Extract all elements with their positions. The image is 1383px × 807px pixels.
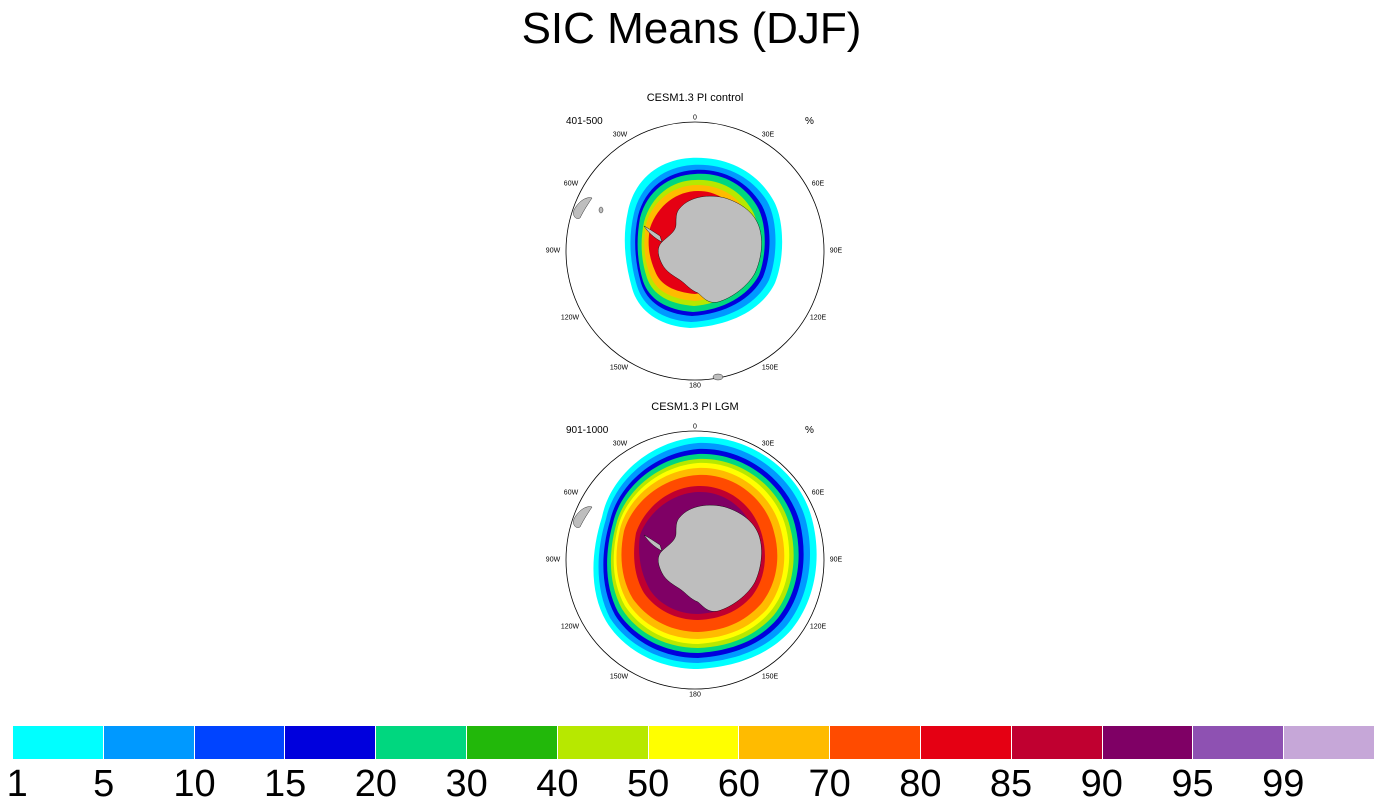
lon-label-150w: 150W [609, 673, 629, 681]
figure-title: SIC Means (DJF) [521, 4, 862, 53]
colorbar-box [466, 726, 558, 759]
panel-title: CESM1.3 PI LGM [651, 401, 739, 413]
lon-label-120w: 120W [560, 623, 580, 631]
colorbar-box [557, 726, 649, 759]
south-america-land [573, 506, 593, 528]
lon-label-150e: 150E [761, 673, 779, 681]
lon-label-120e: 120E [809, 314, 827, 322]
colorbar-label: 20 [354, 763, 398, 805]
panel-units: % [805, 116, 814, 127]
panel-units: % [805, 425, 814, 436]
colorbar-label: 80 [899, 763, 942, 805]
panel-period: 901-1000 [566, 425, 609, 436]
colorbar-box [1102, 726, 1194, 759]
colorbar-label: 99 [1262, 763, 1305, 805]
panel-period: 401-500 [566, 116, 603, 127]
colorbar [13, 726, 1374, 759]
colorbar-label: 85 [989, 763, 1033, 805]
lon-label-180: 180 [689, 691, 701, 699]
lon-label-30w: 30W [612, 440, 628, 448]
panel-title: CESM1.3 PI control [646, 92, 744, 104]
colorbar-labels: 1 5 10 15 20 30 40 50 60 70 80 85 90 95 99 [7, 762, 1374, 806]
lon-label-90w: 90W [545, 247, 561, 255]
colorbar-label: 15 [264, 763, 307, 805]
lon-label-120w: 120W [560, 314, 580, 322]
antarctic-peninsula [643, 534, 663, 552]
polar-map-pi-control [565, 121, 825, 381]
lon-label-60e: 60E [811, 180, 825, 188]
colorbar-box [830, 726, 921, 759]
lon-label-0: 0 [693, 423, 697, 431]
colorbar-label: 5 [93, 763, 115, 805]
lon-label-150e: 150E [761, 364, 779, 372]
lon-label-90e: 90E [829, 556, 843, 564]
colorbar-box [103, 726, 195, 759]
lon-label-90w: 90W [545, 556, 561, 564]
map-panel-pi-lgm: CESM1.3 PI LGM 901-1000 % 0 30E 60E 90E … [540, 401, 850, 707]
colorbar-box [739, 726, 831, 759]
lon-label-30e: 30E [761, 131, 775, 139]
lon-label-60e: 60E [811, 489, 825, 497]
colorbar-label: 30 [445, 763, 488, 805]
colorbar-label: 10 [173, 763, 216, 805]
colorbar-box [194, 726, 286, 759]
colorbar-box [1193, 726, 1285, 759]
colorbar-label: 70 [808, 763, 851, 805]
colorbar-label: 95 [1171, 763, 1214, 805]
lon-label-90e: 90E [829, 247, 843, 255]
lon-label-120e: 120E [809, 623, 827, 631]
colorbar-box [1011, 726, 1103, 759]
lon-label-60w: 60W [563, 489, 579, 497]
antarctica-land [658, 195, 762, 303]
colorbar-box [376, 726, 467, 759]
colorbar-label: 1 [6, 763, 28, 805]
lon-label-150w: 150W [609, 364, 629, 372]
colorbar-label: 90 [1080, 763, 1123, 805]
colorbar-label: 60 [717, 763, 760, 805]
colorbar-box [13, 726, 104, 759]
lon-label-30e: 30E [761, 440, 775, 448]
antarctic-peninsula [643, 225, 663, 243]
lon-label-180: 180 [689, 382, 701, 390]
lon-label-60w: 60W [563, 180, 579, 188]
colorbar-box [920, 726, 1012, 759]
lon-label-30w: 30W [612, 131, 628, 139]
south-america-land [573, 197, 593, 219]
lon-label-0: 0 [693, 114, 697, 122]
colorbar-label: 50 [626, 763, 670, 805]
colorbar-box [648, 726, 740, 759]
colorbar-box [1284, 726, 1374, 759]
antarctica-land [658, 504, 762, 612]
colorbar-label: 40 [536, 763, 579, 805]
map-panel-pi-control: CESM1.3 PI control 401-500 % 0 30E 60E 9… [540, 92, 850, 398]
island [598, 206, 604, 214]
island [712, 373, 724, 381]
colorbar-box [285, 726, 377, 759]
polar-map-pi-lgm [565, 430, 825, 690]
